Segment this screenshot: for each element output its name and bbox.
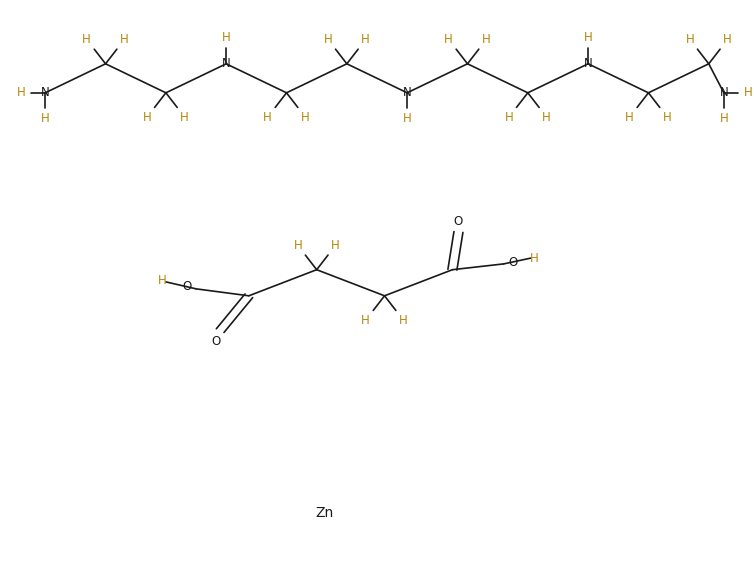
Text: N: N [403,86,412,99]
Text: H: H [403,113,412,125]
Text: N: N [41,86,50,99]
Text: H: H [301,111,310,124]
Text: H: H [293,239,302,252]
Text: N: N [222,57,231,70]
Text: O: O [212,335,221,347]
Text: H: H [143,111,152,124]
Text: N: N [584,57,593,70]
Text: H: H [41,113,50,125]
Text: H: H [361,314,370,327]
Text: H: H [530,252,539,264]
Text: H: H [625,111,634,124]
Text: H: H [120,33,129,46]
Text: H: H [542,111,551,124]
Text: H: H [222,31,231,44]
Text: H: H [723,33,732,46]
Text: N: N [719,86,728,99]
Text: H: H [331,239,340,252]
Text: H: H [685,33,694,46]
Text: H: H [482,33,491,46]
Text: H: H [158,274,167,287]
Text: H: H [584,31,593,44]
Text: H: H [663,111,672,124]
Text: H: H [323,33,333,46]
Text: Zn: Zn [315,506,333,520]
Text: H: H [399,314,408,327]
Text: H: H [504,111,513,124]
Text: H: H [444,33,453,46]
Text: H: H [743,86,752,99]
Text: H: H [263,111,272,124]
Text: H: H [82,33,91,46]
Text: H: H [180,111,189,124]
Text: H: H [361,33,370,46]
Text: H: H [719,113,728,125]
Text: O: O [508,256,517,269]
Text: H: H [17,86,26,99]
Text: O: O [182,280,192,293]
Text: O: O [454,215,463,228]
